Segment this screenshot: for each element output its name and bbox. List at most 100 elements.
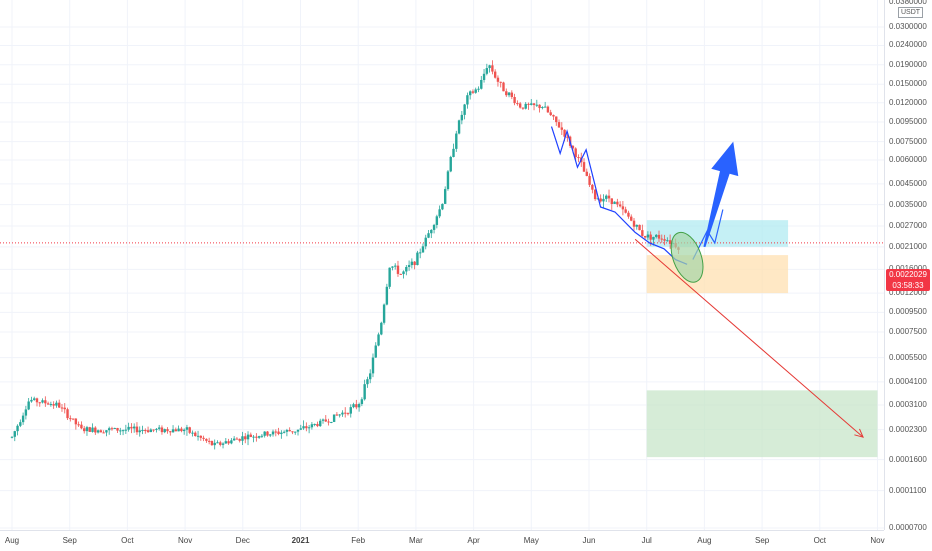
highlight-ellipse	[670, 231, 704, 283]
candle-body	[510, 92, 514, 98]
candle-body	[341, 412, 344, 415]
price-tick-label: 0.0004100	[889, 376, 927, 386]
candle-body	[591, 184, 594, 190]
price-axis[interactable]: 0.0300000 0.0240000 0.0190000 0.0150000 0.01…	[884, 0, 932, 532]
candle-body	[491, 65, 494, 72]
candle-body	[588, 175, 591, 185]
candle-body	[593, 189, 597, 200]
candle-body	[116, 427, 119, 431]
candle-body	[488, 65, 491, 69]
candle-body	[618, 204, 622, 207]
price-tick-label: 0.0095000	[889, 117, 927, 127]
candle-body	[521, 107, 525, 109]
candle-body	[107, 428, 111, 431]
candle-body	[541, 107, 544, 109]
candle-body	[71, 418, 75, 420]
candle-body	[205, 438, 208, 441]
price-tick-label: 0.0002300	[889, 424, 927, 434]
candle-body	[221, 443, 225, 445]
candle-body	[346, 413, 350, 415]
candle-body	[238, 438, 241, 441]
candle-body	[552, 115, 555, 117]
candle-body	[543, 106, 547, 108]
price-tick-label: 0.0012000	[889, 288, 927, 298]
candle-body	[319, 420, 322, 427]
price-tick-label: 0.0240000	[889, 40, 927, 50]
candle-body	[413, 261, 416, 266]
bullish-arrow	[703, 141, 739, 248]
candle-body	[207, 440, 211, 442]
candle-body	[257, 436, 261, 438]
price-tick-label: 0.0120000	[889, 97, 927, 107]
candle-body	[113, 427, 116, 429]
time-tick-label: Nov	[177, 536, 193, 545]
candle-body	[394, 265, 397, 267]
candle-body	[194, 432, 197, 437]
candle-body	[605, 195, 608, 199]
candle-body	[668, 240, 672, 244]
candle-body	[355, 404, 358, 408]
candle-body	[155, 428, 158, 430]
price-tick-label: 0.0045000	[889, 178, 927, 188]
candle-body	[105, 430, 108, 433]
price-tick-label: 0.0001100	[889, 485, 927, 495]
price-tick-label: 0.0027000	[889, 221, 927, 231]
candle-body	[632, 220, 636, 227]
candle-body	[149, 429, 153, 433]
candle-body	[38, 402, 41, 404]
candle-body	[33, 398, 36, 400]
candle-body	[30, 399, 33, 402]
candle-body	[646, 234, 650, 238]
price-tick-label: 0.0075000	[889, 136, 927, 146]
candle-body	[630, 216, 633, 221]
candle-body	[535, 104, 539, 106]
candle-body	[188, 427, 191, 433]
candle-body	[485, 68, 489, 74]
time-tick-label: Sep	[62, 536, 77, 545]
candle-body	[513, 97, 516, 104]
candle-body	[549, 112, 552, 116]
time-tick-label: Jun	[582, 536, 596, 545]
candle-body	[152, 429, 155, 431]
candle-body	[613, 201, 616, 204]
candle-body	[213, 442, 216, 446]
candle-body	[230, 440, 233, 444]
candle-body	[652, 236, 655, 240]
candle-body	[324, 419, 327, 422]
candle-body	[307, 427, 311, 429]
candle-body	[163, 429, 166, 433]
candle-body	[288, 430, 291, 432]
time-tick-label: Oct	[121, 536, 134, 545]
candle-body	[507, 92, 511, 96]
bearish-arrow-head	[854, 428, 864, 438]
candle-body	[430, 229, 433, 234]
time-axis[interactable]: Aug Sep Oct Nov Dec 2021 Feb Mar Apr May Jun Jul Aug…	[0, 530, 885, 551]
candle-body	[246, 434, 250, 440]
time-tick-label: Mar	[409, 536, 423, 545]
chart-plot-area[interactable]	[0, 0, 884, 530]
candle-body	[577, 157, 580, 159]
candle-body	[466, 95, 469, 105]
candle-body	[260, 435, 264, 437]
candle-body	[263, 431, 266, 436]
candle-body	[435, 216, 439, 225]
candle-body	[374, 345, 377, 358]
candle-body	[305, 426, 308, 429]
price-tick-label: 0.0190000	[889, 59, 927, 69]
candle-body	[518, 103, 522, 108]
candle-body	[385, 286, 389, 305]
candle-body	[146, 430, 150, 433]
candle-body	[402, 271, 405, 275]
candle-body	[174, 429, 178, 432]
candle-body	[141, 430, 144, 432]
candle-body	[391, 266, 394, 268]
candle-body	[280, 432, 283, 435]
candle-body	[55, 402, 58, 406]
candle-body	[602, 198, 605, 202]
candle-body	[294, 431, 297, 433]
candle-body	[96, 430, 100, 433]
candle-body	[418, 252, 422, 254]
candle-body	[299, 428, 302, 430]
candle-body	[432, 224, 436, 230]
